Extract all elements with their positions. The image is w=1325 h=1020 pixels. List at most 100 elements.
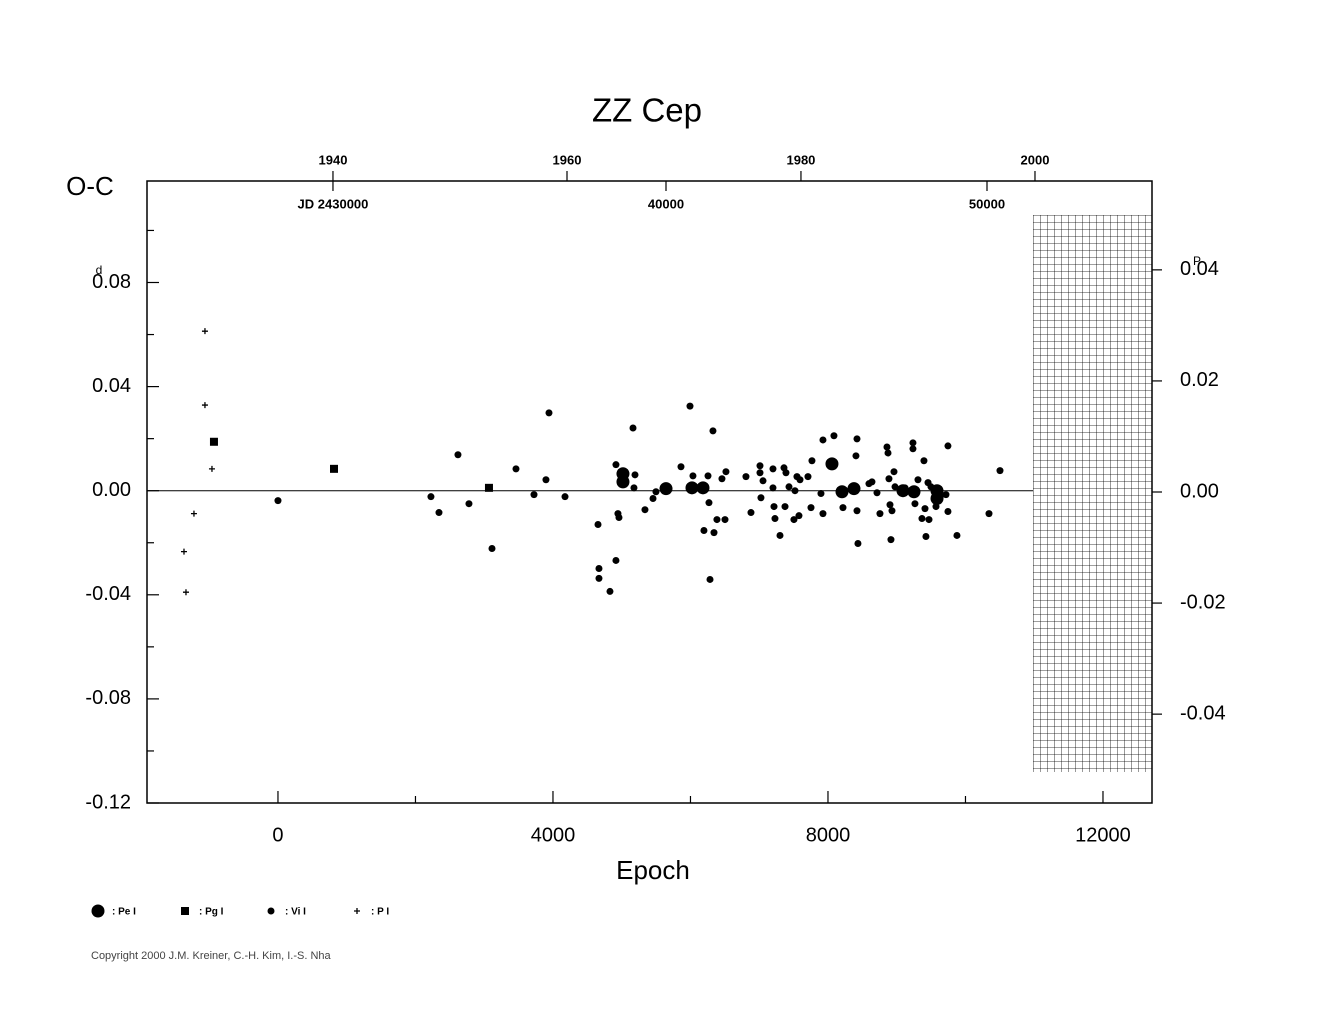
point [807, 504, 815, 512]
y-tick-label: 0.04 [92, 375, 131, 397]
point [942, 491, 950, 499]
y2-tick-label: 0.02 [1180, 369, 1219, 391]
point [852, 452, 860, 460]
point [883, 443, 891, 451]
chart-title: ZZ Cep [592, 92, 702, 129]
point [696, 481, 710, 495]
point [705, 499, 713, 507]
x-tick-label: 0 [272, 824, 283, 846]
point [776, 531, 784, 539]
point [819, 510, 827, 518]
legend-label: : Pg I [199, 907, 224, 918]
jd-tick-label: 40000 [648, 196, 684, 211]
y-tick-label: 0.00 [92, 479, 131, 501]
y-axis-label: O-C [66, 171, 114, 201]
point [616, 475, 630, 489]
point [512, 465, 520, 473]
point [704, 472, 712, 480]
point [853, 507, 861, 515]
y2-tick-label: 0.04 [1180, 258, 1219, 280]
point [545, 409, 553, 417]
y-tick-label: -0.04 [85, 583, 131, 605]
point [274, 497, 282, 505]
legend-label: : Pe I [112, 907, 136, 918]
point [612, 461, 620, 469]
point [484, 483, 493, 492]
point [652, 488, 660, 496]
point [180, 548, 187, 555]
x-tick-label: 4000 [531, 824, 576, 846]
point [721, 516, 729, 524]
point [791, 487, 799, 495]
point [817, 490, 825, 498]
y-tick-label: 0.08 [92, 271, 131, 293]
point [595, 565, 603, 573]
y-unit: d [96, 263, 103, 277]
point [770, 503, 778, 511]
point [757, 494, 765, 502]
point [804, 473, 812, 481]
point [985, 510, 993, 518]
point [722, 468, 730, 476]
point [615, 514, 623, 522]
legend-label: : P I [371, 907, 389, 918]
point [927, 483, 935, 491]
hatched-region [1033, 215, 1152, 772]
point [641, 506, 649, 514]
point [595, 574, 603, 582]
point [921, 505, 929, 513]
point [606, 587, 614, 595]
x-tick-label: 8000 [806, 824, 851, 846]
point [819, 436, 827, 444]
x-tick-label: 12000 [1075, 824, 1131, 846]
plot-frame [146, 180, 1153, 804]
point [901, 484, 909, 492]
point [742, 473, 750, 481]
point [909, 445, 917, 453]
point [888, 507, 896, 515]
point [868, 478, 876, 486]
point [706, 575, 714, 583]
point [710, 529, 718, 537]
point [530, 491, 538, 499]
legend-marker [354, 908, 360, 914]
point [996, 467, 1004, 475]
point [561, 493, 569, 501]
point [747, 509, 755, 517]
copyright: Copyright 2000 J.M. Kreiner, C.-H. Kim, … [91, 950, 332, 962]
point [465, 500, 473, 508]
point [689, 472, 697, 480]
point [718, 475, 726, 483]
point [677, 463, 685, 471]
point [854, 540, 862, 548]
top-tick-label: 2000 [1021, 152, 1050, 167]
point [873, 489, 881, 497]
point [925, 516, 933, 524]
jd-tick-label: JD 2430000 [298, 196, 369, 211]
point [887, 536, 895, 544]
point [629, 424, 637, 432]
point [796, 476, 804, 484]
point [918, 515, 926, 523]
jd-tick-label: 50000 [969, 196, 1005, 211]
point [847, 482, 861, 496]
point [886, 501, 894, 509]
point [909, 439, 917, 447]
top-tick-label: 1940 [319, 152, 348, 167]
y-tick-label: -0.12 [85, 791, 131, 813]
point [709, 427, 717, 435]
point [208, 465, 215, 472]
point [631, 471, 639, 479]
point [839, 504, 847, 512]
point [891, 483, 899, 491]
legend-label: : Vi I [285, 907, 306, 918]
point [936, 493, 944, 501]
point [427, 493, 435, 501]
point [890, 468, 898, 476]
y2-tick-label: -0.04 [1180, 702, 1226, 724]
point [785, 483, 793, 491]
point [649, 495, 657, 503]
point [944, 508, 952, 516]
point [885, 475, 893, 483]
point [713, 516, 721, 524]
